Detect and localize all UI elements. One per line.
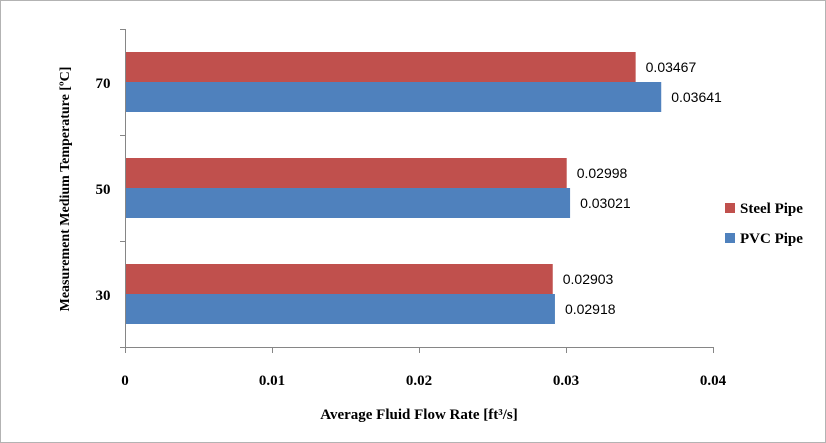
data-label-pvc-pipe-30: 0.02918 bbox=[565, 301, 616, 317]
x-tick-label-0: 0 bbox=[121, 373, 129, 389]
data-label-pvc-pipe-70: 0.03641 bbox=[671, 89, 722, 105]
bar-pvc-pipe-50 bbox=[126, 188, 571, 218]
x-tick-label-0.01: 0.01 bbox=[259, 373, 285, 389]
data-label-pvc-pipe-50: 0.03021 bbox=[580, 195, 631, 211]
bar-pvc-pipe-30 bbox=[126, 294, 555, 324]
bar-steel-pipe-70 bbox=[126, 52, 636, 82]
x-axis-title: Average Fluid Flow Rate [ft³/s] bbox=[320, 407, 518, 423]
x-tick-label-0.04: 0.04 bbox=[700, 373, 727, 389]
legend: Steel Pipe PVC Pipe bbox=[725, 201, 803, 247]
legend-swatch-pvc-pipe bbox=[725, 233, 735, 243]
y-tick-label-50: 50 bbox=[96, 182, 111, 198]
bar-steel-pipe-50 bbox=[126, 158, 567, 188]
x-tick-label-0.03: 0.03 bbox=[553, 373, 579, 389]
data-label-steel-pipe-70: 0.03467 bbox=[646, 59, 697, 75]
bars bbox=[126, 52, 662, 324]
data-labels: 0.02903 0.02918 0.02998 0.03021 0.03467 0.036… bbox=[563, 59, 722, 317]
data-label-steel-pipe-50: 0.02998 bbox=[577, 165, 628, 181]
y-axis-title: Measurement Medium Temperature [ºC] bbox=[58, 67, 73, 312]
y-tick-label-30: 30 bbox=[96, 288, 111, 304]
legend-label-steel-pipe: Steel Pipe bbox=[740, 201, 803, 217]
x-tick-label-0.02: 0.02 bbox=[406, 373, 432, 389]
legend-swatch-steel-pipe bbox=[725, 203, 735, 213]
bar-pvc-pipe-70 bbox=[126, 82, 662, 112]
data-label-steel-pipe-30: 0.02903 bbox=[563, 271, 614, 287]
y-tick-label-70: 70 bbox=[96, 76, 111, 92]
legend-label-pvc-pipe: PVC Pipe bbox=[740, 231, 803, 247]
ticks: 30 50 70 0 0.01 0.02 0.03 0.04 bbox=[96, 29, 727, 389]
bar-steel-pipe-30 bbox=[126, 264, 553, 294]
